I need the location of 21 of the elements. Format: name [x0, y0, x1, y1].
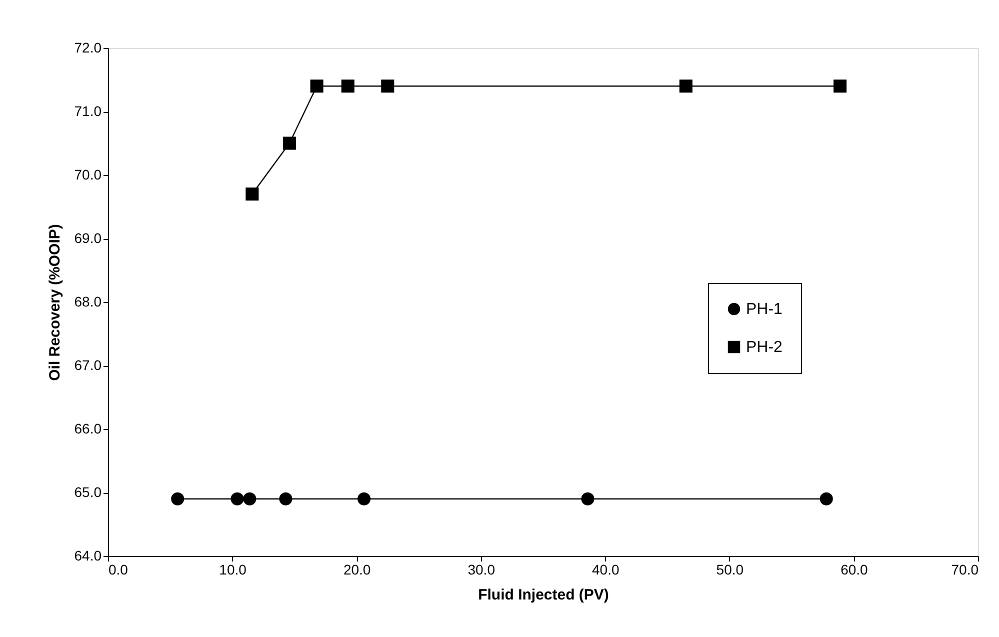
- y-tick-label: 72.0: [74, 40, 102, 56]
- y-tick-label: 70.0: [74, 166, 102, 182]
- x-tick-label: 10.0: [219, 562, 247, 578]
- y-axis-title: Oil Recovery (%OOIP): [46, 224, 64, 381]
- x-axis-title: Fluid Injected (PV): [478, 586, 609, 604]
- y-tick-label: 67.0: [74, 357, 102, 373]
- x-tick-label: 40.0: [592, 562, 620, 578]
- y-tick-label: 69.0: [74, 230, 102, 246]
- y-tick-label: 71.0: [74, 103, 102, 119]
- legend-label: PH-1: [746, 301, 783, 318]
- x-tick-label: 70.0: [951, 562, 979, 578]
- x-tick-label: 20.0: [343, 562, 371, 578]
- y-tick-label: 64.0: [74, 548, 102, 564]
- y-tick-label: 65.0: [74, 484, 102, 500]
- y-tick-label: 66.0: [74, 420, 102, 436]
- x-tick-label: 50.0: [716, 562, 744, 578]
- y-tick-label: 68.0: [74, 294, 102, 310]
- x-tick-label: 0.0: [108, 562, 128, 578]
- legend-label: PH-2: [746, 339, 783, 356]
- x-tick-label: 30.0: [468, 562, 496, 578]
- x-tick-label: 60.0: [840, 562, 868, 578]
